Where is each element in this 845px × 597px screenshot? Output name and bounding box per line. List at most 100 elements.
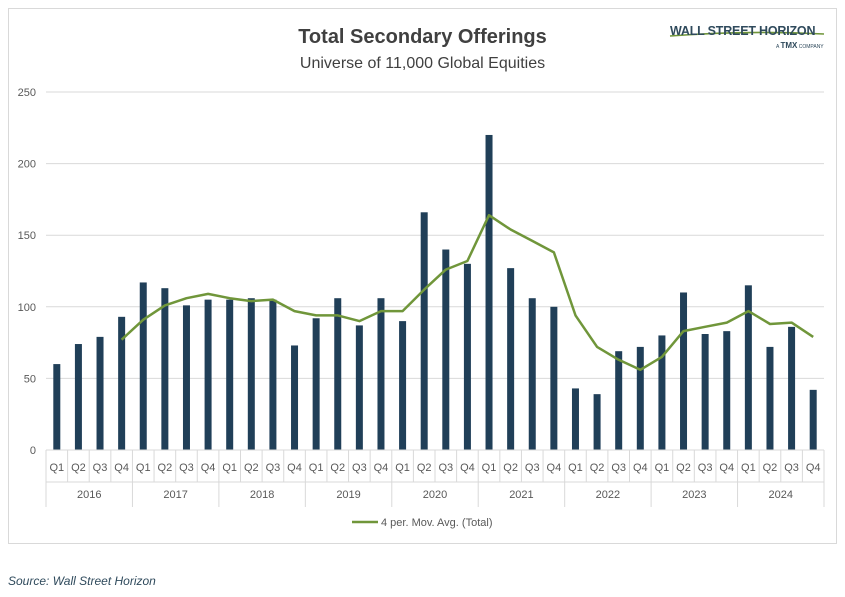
quarter-tick-label: Q1	[482, 462, 497, 474]
y-tick-label: 200	[18, 159, 36, 171]
logo-tagline-brand: TMX	[780, 41, 798, 50]
year-tick-label: 2023	[682, 489, 706, 501]
bar	[96, 336, 104, 450]
bar	[182, 305, 190, 450]
bar	[636, 346, 644, 450]
chart-title: Total Secondary Offerings	[298, 26, 547, 48]
year-tick-label: 2019	[336, 489, 360, 501]
quarter-tick-label: Q2	[244, 462, 259, 474]
quarter-tick-label: Q4	[547, 462, 562, 474]
y-tick-label: 100	[18, 302, 36, 314]
logo-tagline-suffix: COMPANY	[798, 44, 824, 50]
bar	[74, 344, 82, 450]
quarter-tick-label: Q1	[568, 462, 583, 474]
bar	[247, 298, 255, 450]
bar	[593, 394, 601, 450]
bar	[204, 299, 212, 450]
quarter-tick-label: Q3	[611, 462, 626, 474]
bar	[291, 345, 299, 450]
bar	[723, 331, 731, 450]
y-tick-label: 50	[24, 373, 36, 385]
year-tick-label: 2022	[596, 489, 620, 501]
year-tick-label: 2024	[769, 489, 793, 501]
quarter-tick-label: Q1	[49, 462, 64, 474]
bar	[485, 134, 493, 450]
y-tick-label: 0	[30, 445, 36, 457]
quarter-tick-label: Q4	[460, 462, 475, 474]
logo-wordmark: WALL STREET HORIZON	[670, 24, 816, 38]
bar	[766, 346, 774, 450]
y-tick-label: 150	[18, 230, 36, 242]
quarter-tick-label: Q1	[309, 462, 324, 474]
quarter-tick-label: Q4	[719, 462, 734, 474]
bar	[161, 288, 169, 450]
bar	[334, 298, 342, 450]
quarter-tick-label: Q3	[179, 462, 194, 474]
quarter-tick-label: Q4	[806, 462, 821, 474]
bar	[528, 298, 536, 450]
bar	[701, 334, 709, 450]
bar	[355, 325, 363, 450]
bar	[550, 306, 558, 450]
bar	[118, 316, 126, 450]
bar	[399, 321, 407, 450]
bar	[226, 299, 234, 450]
quarter-tick-label: Q3	[266, 462, 281, 474]
year-tick-label: 2020	[423, 489, 447, 501]
year-tick-label: 2021	[509, 489, 533, 501]
logo-swoosh-icon	[669, 31, 825, 37]
year-tick-label: 2016	[77, 489, 101, 501]
bar	[139, 282, 147, 450]
quarter-tick-label: Q4	[287, 462, 302, 474]
quarter-tick-label: Q2	[158, 462, 173, 474]
bar	[269, 299, 277, 450]
quarter-tick-label: Q4	[114, 462, 129, 474]
logo-tagline: A TMX COMPANY	[776, 41, 824, 50]
y-tick-label: 250	[18, 87, 36, 99]
quarter-tick-label: Q3	[352, 462, 367, 474]
moving-average-line	[120, 213, 814, 372]
bar	[312, 318, 320, 450]
quarter-tick-label: Q2	[676, 462, 691, 474]
chart-subtitle: Universe of 11,000 Global Equities	[299, 55, 546, 72]
quarter-tick-label: Q1	[136, 462, 151, 474]
source-note: Source: Wall Street Horizon	[8, 574, 156, 588]
bar	[420, 212, 428, 450]
wall-street-horizon-logo: WALL STREET HORIZON A TMX COMPANY	[668, 24, 828, 58]
bar	[442, 249, 450, 450]
bar	[53, 364, 61, 450]
bar	[571, 388, 579, 450]
bar	[809, 389, 817, 450]
quarter-tick-label: Q3	[784, 462, 799, 474]
quarter-tick-label: Q4	[201, 462, 216, 474]
quarter-tick-label: Q3	[698, 462, 713, 474]
quarter-tick-label: Q2	[417, 462, 432, 474]
legend-label: 4 per. Mov. Avg. (Total)	[381, 517, 492, 529]
bar	[377, 298, 385, 450]
quarter-tick-label: Q3	[438, 462, 453, 474]
quarter-tick-label: Q2	[763, 462, 778, 474]
quarter-tick-label: Q4	[633, 462, 648, 474]
quarter-tick-label: Q2	[71, 462, 86, 474]
bar	[507, 268, 515, 450]
quarter-tick-label: Q2	[503, 462, 518, 474]
logo-tagline-prefix: A	[776, 44, 780, 50]
quarter-tick-label: Q3	[93, 462, 108, 474]
bar	[615, 351, 623, 450]
quarter-tick-label: Q1	[395, 462, 410, 474]
quarter-tick-label: Q3	[525, 462, 540, 474]
bar	[680, 292, 688, 450]
bar	[658, 335, 666, 450]
bar	[744, 285, 752, 450]
bar	[788, 326, 796, 450]
quarter-tick-label: Q4	[374, 462, 389, 474]
quarter-tick-label: Q2	[590, 462, 605, 474]
quarter-tick-label: Q1	[655, 462, 670, 474]
quarter-tick-label: Q2	[330, 462, 345, 474]
year-tick-label: 2017	[163, 489, 187, 501]
quarter-tick-label: Q1	[741, 462, 756, 474]
year-tick-label: 2018	[250, 489, 274, 501]
quarter-tick-label: Q1	[222, 462, 237, 474]
bar	[463, 263, 471, 450]
